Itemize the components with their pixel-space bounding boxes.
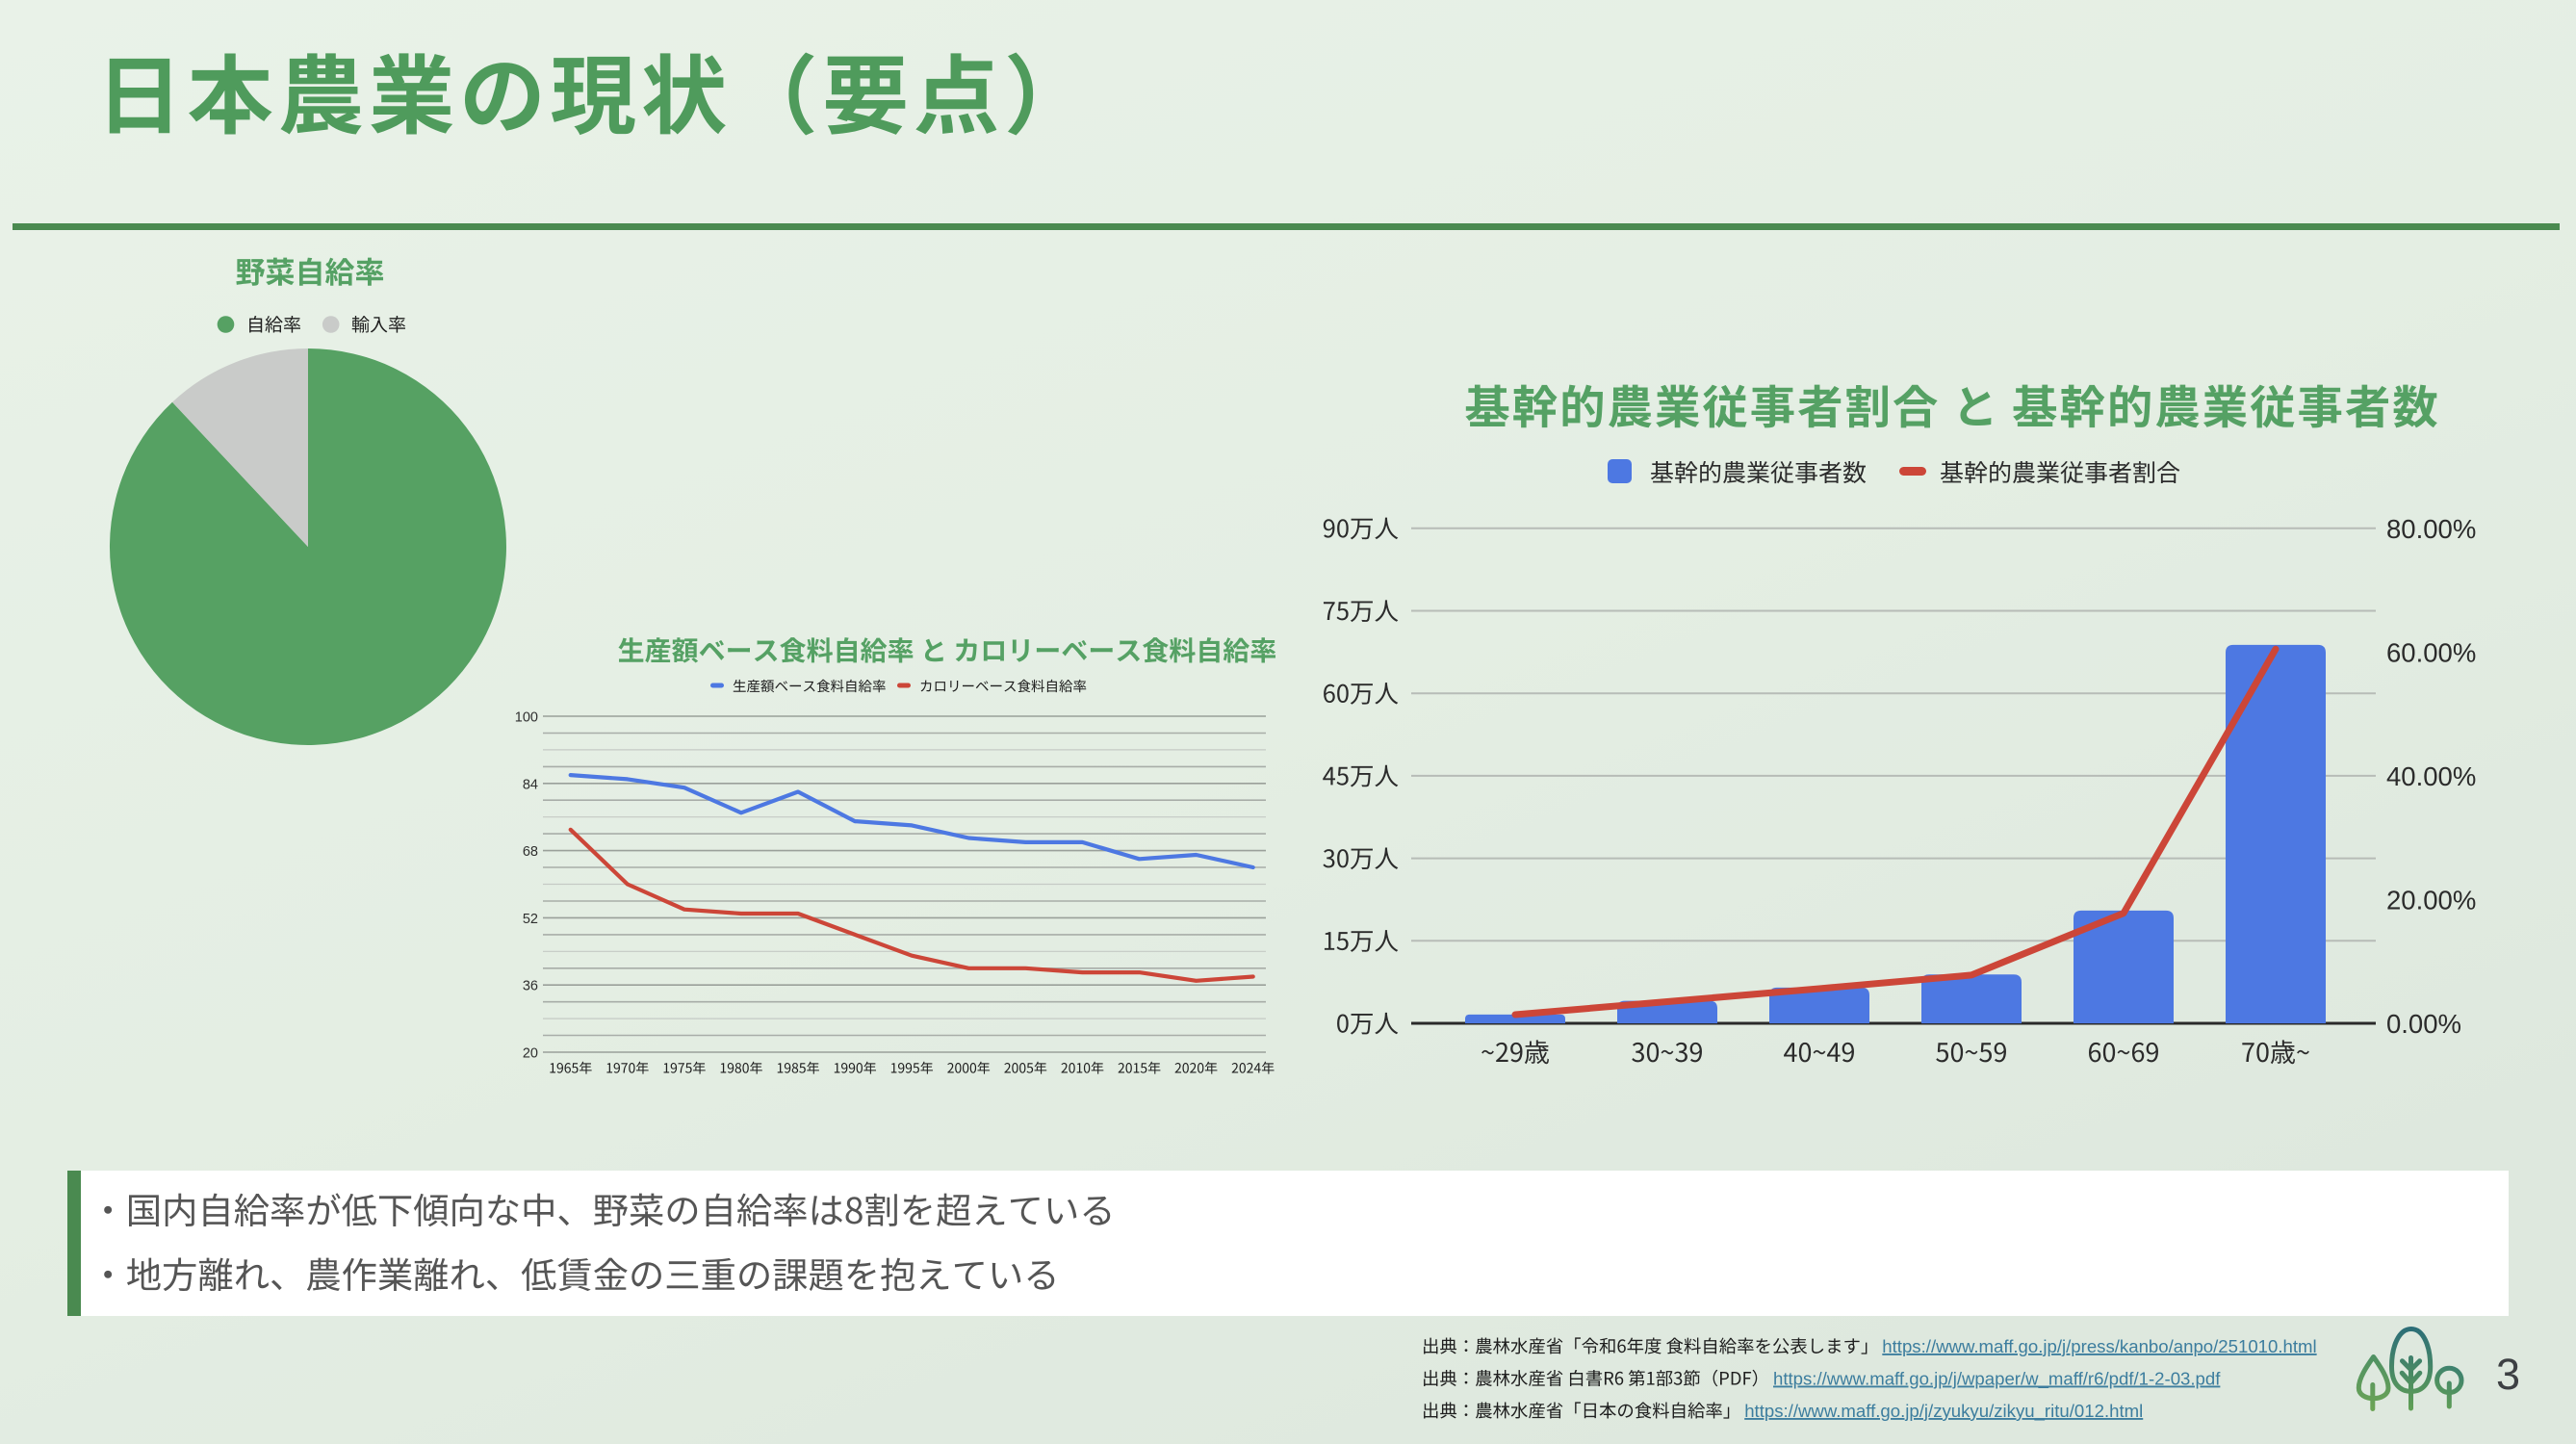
svg-text:52: 52 [523, 912, 538, 927]
svg-text:80.00%: 80.00% [2386, 514, 2476, 544]
svg-text:https://www.maff.go.jp/j/zyuky: https://www.maff.go.jp/j/zyukyu/zikyu_ri… [1744, 1401, 2143, 1422]
svg-text:100: 100 [515, 710, 538, 726]
svg-text:3: 3 [2496, 1350, 2520, 1399]
svg-text:0.00%: 0.00% [2386, 1009, 2461, 1039]
svg-text:84: 84 [523, 777, 538, 792]
svg-text:60.00%: 60.00% [2386, 638, 2476, 668]
svg-text:40.00%: 40.00% [2386, 761, 2476, 791]
svg-text:68: 68 [523, 844, 538, 860]
svg-text:https://www.maff.go.jp/j/wpape: https://www.maff.go.jp/j/wpaper/w_maff/r… [1773, 1369, 2221, 1390]
svg-text:https://www.maff.go.jp/j/press: https://www.maff.go.jp/j/press/kanbo/anp… [1882, 1336, 2316, 1356]
svg-text:36: 36 [523, 979, 538, 994]
svg-text:20: 20 [523, 1046, 538, 1062]
svg-text:20.00%: 20.00% [2386, 886, 2476, 915]
